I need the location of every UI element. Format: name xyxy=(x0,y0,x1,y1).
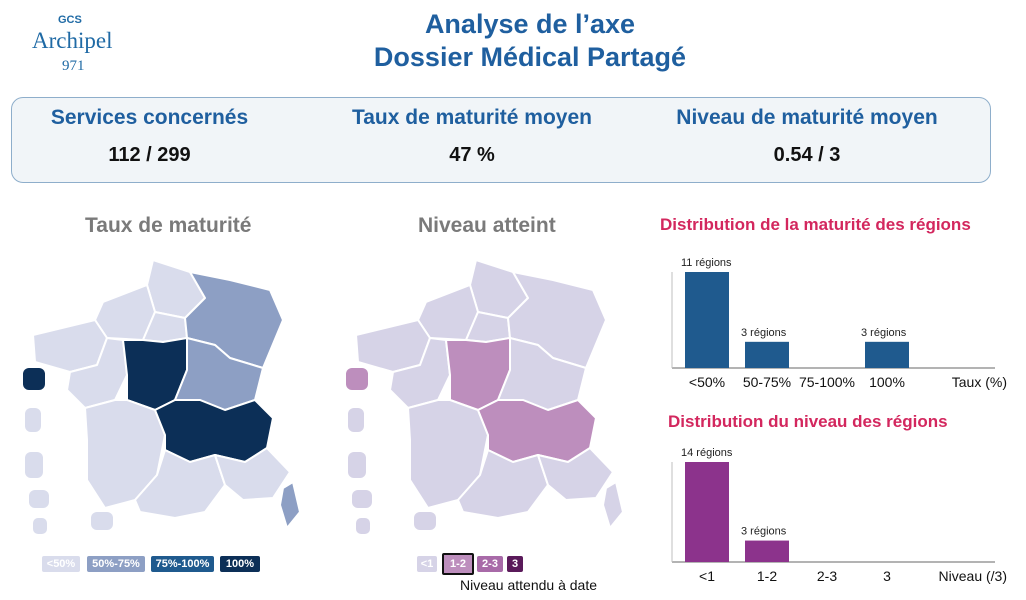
legend-chip-3: 3 xyxy=(507,556,523,572)
x-tick-label: 2-3 xyxy=(817,568,837,584)
bar-data-label: 11 régions xyxy=(681,257,732,269)
region-bretagne xyxy=(32,319,108,373)
bar xyxy=(745,540,789,562)
x-tick-label: <50% xyxy=(689,374,725,390)
bar-data-label: 3 régions xyxy=(861,327,907,339)
x-tick-label: <1 xyxy=(699,568,715,584)
x-tick-label: 75-100% xyxy=(799,374,855,390)
map-right-title: Niveau atteint xyxy=(418,214,556,237)
region-guadeloupe xyxy=(23,368,45,390)
chart-level: 14 régions <1 3 régions 1-2 2-3 3 Niveau (/3) xyxy=(671,447,1007,584)
logo-gcs-text: GCS xyxy=(58,14,82,26)
x-axis-label: Taux (%) xyxy=(952,374,1007,390)
region-guyane xyxy=(25,452,43,478)
kpi-maturity-level: Niveau de maturité moyen 0.54 / 3 xyxy=(657,106,957,167)
kpi-panel: Services concernés 112 / 299 Taux de mat… xyxy=(11,97,991,183)
bar xyxy=(685,462,729,562)
kpi-maturity-rate: Taux de maturité moyen 47 % xyxy=(327,106,617,167)
kpi-value: 47 % xyxy=(449,144,495,166)
legend-chip-2-3: 2-3 xyxy=(477,556,503,572)
kpi-label: Taux de maturité moyen xyxy=(351,106,592,129)
page-title-line1: Analyse de l’axe xyxy=(424,9,636,39)
kpi-services: Services concernés 112 / 299 xyxy=(22,106,277,167)
kpi-label: Services concernés xyxy=(50,106,249,129)
legend-chip-75-100: 75%-100% xyxy=(151,556,214,572)
legend-chip-50-75: 50%-75% xyxy=(87,556,145,572)
x-tick-label: 1-2 xyxy=(757,568,777,584)
map-maturity xyxy=(23,259,301,534)
page-title: Analyse de l’axe Dossier Médical Partagé xyxy=(300,8,760,74)
map-level xyxy=(346,259,624,534)
expected-level-note: Niveau attendu à date xyxy=(460,577,597,593)
logo: GCS Archipel 971 xyxy=(18,10,128,80)
bar xyxy=(685,272,729,368)
region-martinique xyxy=(25,408,41,432)
bar xyxy=(865,341,909,368)
chart-maturity-title: Distribution de la maturité des régions xyxy=(660,215,971,234)
region-corse xyxy=(279,481,301,529)
chart-maturity: 11 régions <50% 3 régions 50-75% 75-100% 3 ré… xyxy=(671,257,1007,390)
bar-data-label: 3 régions xyxy=(741,526,787,538)
chart-level-title: Distribution du niveau des régions xyxy=(668,412,948,431)
region-mayotte xyxy=(33,518,47,534)
logo-name-text: Archipel xyxy=(32,28,113,53)
kpi-label: Niveau de maturité moyen xyxy=(676,106,938,129)
legend-chip-lt1: <1 xyxy=(417,556,437,572)
region-reunion xyxy=(29,490,49,508)
kpi-value: 112 / 299 xyxy=(108,144,191,166)
x-tick-label: 100% xyxy=(869,374,905,390)
bar xyxy=(745,341,789,368)
region-extra xyxy=(91,512,113,530)
x-axis-label: Niveau (/3) xyxy=(939,568,1007,584)
logo-number-text: 971 xyxy=(62,58,85,74)
legend-chip-100: 100% xyxy=(220,556,260,572)
region-paca xyxy=(214,447,291,501)
kpi-value: 0.54 / 3 xyxy=(773,144,841,166)
page-title-line2: Dossier Médical Partagé xyxy=(373,42,687,72)
x-tick-label: 3 xyxy=(883,568,891,584)
bar-data-label: 14 régions xyxy=(681,447,733,459)
x-tick-label: 50-75% xyxy=(743,374,791,390)
legend-chip-lt50: <50% xyxy=(42,556,80,572)
bar-data-label: 3 régions xyxy=(741,327,787,339)
map-left-title: Taux de maturité xyxy=(85,214,252,237)
legend-chip-1-2: 1-2 xyxy=(442,553,474,575)
